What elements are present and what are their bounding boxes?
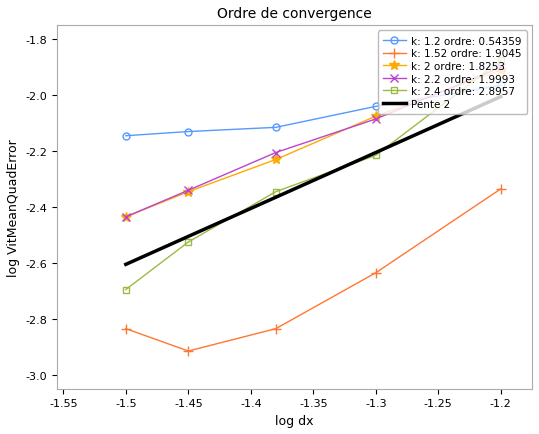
Line: k: 2.2 ordre: 1.9993: k: 2.2 ordre: 1.9993 xyxy=(122,64,505,221)
k: 1.2 ordre: 0.54359: (-1.38, -2.12): 1.2 ordre: 0.54359: (-1.38, -2.12) xyxy=(273,125,279,131)
k: 1.52 ordre: 1.9045: (-1.2, -2.33): 1.52 ordre: 1.9045: (-1.2, -2.33) xyxy=(497,187,504,192)
k: 2 ordre: 1.8253: (-1.3, -2.08): 2 ordre: 1.8253: (-1.3, -2.08) xyxy=(372,114,379,119)
k: 2.4 ordre: 2.8957: (-1.45, -2.52): 2.4 ordre: 2.8957: (-1.45, -2.52) xyxy=(185,240,191,245)
k: 1.2 ordre: 0.54359: (-1.2, -1.97): 1.2 ordre: 0.54359: (-1.2, -1.97) xyxy=(497,84,504,89)
k: 2.2 ordre: 1.9993: (-1.3, -2.08): 2.2 ordre: 1.9993: (-1.3, -2.08) xyxy=(372,117,379,122)
k: 2 ordre: 1.8253: (-1.5, -2.44): 2 ordre: 1.8253: (-1.5, -2.44) xyxy=(122,215,129,220)
k: 2.4 ordre: 2.8957: (-1.38, -2.35): 2.4 ordre: 2.8957: (-1.38, -2.35) xyxy=(273,190,279,195)
k: 2.4 ordre: 2.8957: (-1.5, -2.69): 2.4 ordre: 2.8957: (-1.5, -2.69) xyxy=(122,287,129,293)
Line: k: 2.4 ordre: 2.8957: k: 2.4 ordre: 2.8957 xyxy=(123,58,503,293)
Pente 2 xyxy=(497,95,504,100)
Title: Ordre de convergence: Ordre de convergence xyxy=(217,7,372,21)
k: 1.2 ordre: 0.54359: (-1.45, -2.13): 1.2 ordre: 0.54359: (-1.45, -2.13) xyxy=(185,130,191,135)
k: 1.2 ordre: 0.54359: (-1.5, -2.15): 1.2 ordre: 0.54359: (-1.5, -2.15) xyxy=(122,134,129,139)
k: 2.4 ordre: 2.8957: (-1.2, -1.88): 2.4 ordre: 2.8957: (-1.2, -1.88) xyxy=(497,59,504,64)
Pente 2 xyxy=(122,262,129,267)
Line: k: 1.2 ordre: 0.54359: k: 1.2 ordre: 0.54359 xyxy=(122,83,505,140)
k: 1.52 ordre: 1.9045: (-1.3, -2.63): 1.52 ordre: 1.9045: (-1.3, -2.63) xyxy=(372,270,379,276)
k: 2.2 ordre: 1.9993: (-1.5, -2.44): 2.2 ordre: 1.9993: (-1.5, -2.44) xyxy=(122,215,129,220)
k: 2 ordre: 1.8253: (-1.2, -1.91): 2 ordre: 1.8253: (-1.2, -1.91) xyxy=(497,68,504,73)
k: 2.2 ordre: 1.9993: (-1.2, -1.9): 2.2 ordre: 1.9993: (-1.2, -1.9) xyxy=(497,66,504,71)
k: 1.52 ordre: 1.9045: (-1.38, -2.83): 1.52 ordre: 1.9045: (-1.38, -2.83) xyxy=(273,326,279,332)
Line: Pente 2: Pente 2 xyxy=(126,97,501,265)
k: 2.4 ordre: 2.8957: (-1.3, -2.21): 2.4 ordre: 2.8957: (-1.3, -2.21) xyxy=(372,153,379,158)
Line: k: 1.52 ordre: 1.9045: k: 1.52 ordre: 1.9045 xyxy=(121,184,506,356)
k: 2.2 ordre: 1.9993: (-1.45, -2.34): 2.2 ordre: 1.9993: (-1.45, -2.34) xyxy=(185,188,191,194)
Y-axis label: log VitMeanQuadError: log VitMeanQuadError xyxy=(7,139,20,276)
Legend: k: 1.2 ordre: 0.54359, k: 1.52 ordre: 1.9045, k: 2 ordre: 1.8253, k: 2.2 ordre: : k: 1.2 ordre: 0.54359, k: 1.52 ordre: 1.… xyxy=(378,31,527,115)
k: 2.2 ordre: 1.9993: (-1.38, -2.21): 2.2 ordre: 1.9993: (-1.38, -2.21) xyxy=(273,151,279,156)
k: 2 ordre: 1.8253: (-1.45, -2.35): 2 ordre: 1.8253: (-1.45, -2.35) xyxy=(185,190,191,195)
X-axis label: log dx: log dx xyxy=(275,414,314,427)
k: 1.52 ordre: 1.9045: (-1.5, -2.83): 1.52 ordre: 1.9045: (-1.5, -2.83) xyxy=(122,326,129,332)
k: 1.2 ordre: 0.54359: (-1.3, -2.04): 1.2 ordre: 0.54359: (-1.3, -2.04) xyxy=(372,105,379,110)
k: 1.52 ordre: 1.9045: (-1.45, -2.92): 1.52 ordre: 1.9045: (-1.45, -2.92) xyxy=(185,349,191,354)
k: 2 ordre: 1.8253: (-1.38, -2.23): 2 ordre: 1.8253: (-1.38, -2.23) xyxy=(273,158,279,163)
Line: k: 2 ordre: 1.8253: k: 2 ordre: 1.8253 xyxy=(121,66,506,222)
